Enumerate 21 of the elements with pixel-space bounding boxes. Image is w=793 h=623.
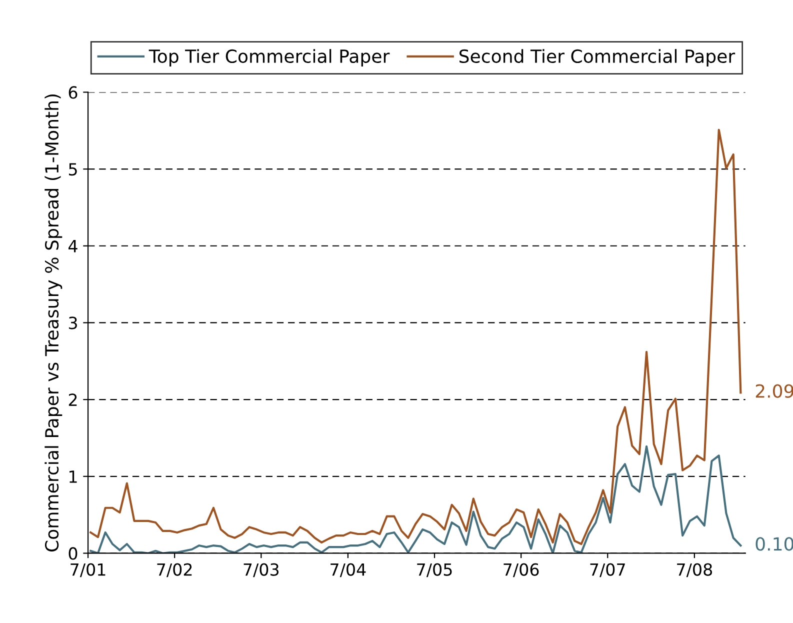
y-tick-label: 4: [68, 240, 78, 252]
x-tick-label: 7/03: [244, 563, 279, 578]
line-series: [90, 445, 742, 554]
x-tick-label: 7/06: [504, 563, 539, 578]
y-tick-label: 0: [68, 547, 78, 560]
y-tick-label: 6: [68, 86, 78, 99]
y-axis-title: Commercial Paper vs Treasury % Spread (1-Month): [44, 94, 62, 552]
x-tick-label: 7/08: [677, 563, 712, 578]
legend-label: Top Tier Commercial Paper: [148, 49, 390, 67]
x-tick-label: 7/04: [330, 563, 366, 578]
annotation: 2.09: [756, 384, 793, 398]
x-tick-label: 7/02: [157, 563, 192, 578]
y-tick-label: 5: [68, 163, 77, 176]
y-tick-label: 2: [68, 394, 77, 406]
x-tick-label: 7/05: [417, 563, 452, 578]
y-tick-label: 1: [70, 470, 77, 483]
line-series: [90, 128, 742, 546]
legend-label: Second Tier Commercial Paper: [460, 49, 736, 67]
x-tick-label: 7/01: [70, 563, 106, 578]
x-tick-label: 7/07: [590, 563, 625, 578]
y-tick-label: 3: [68, 316, 77, 330]
